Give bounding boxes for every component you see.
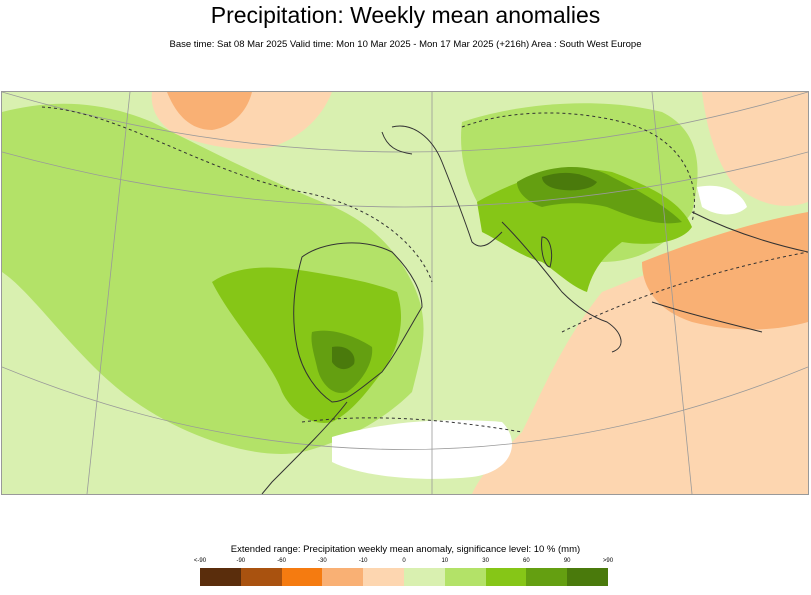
white-patch-ne — [697, 185, 747, 215]
legend-swatch — [200, 568, 242, 586]
legend-swatch — [567, 568, 609, 586]
legend-caption: Extended range: Precipitation weekly mea… — [230, 544, 581, 555]
legend-tick-label: 90 — [563, 558, 571, 564]
legend-swatch — [526, 568, 568, 586]
legend-tick-label: <-90 — [193, 558, 207, 564]
legend-tick-label: -90 — [236, 558, 246, 564]
legend-tick-label: 10 — [441, 558, 449, 564]
legend-tick-label: 60 — [523, 558, 530, 564]
orange-north-core — [167, 92, 252, 130]
map-subtitle: Base time: Sat 08 Mar 2025 Valid time: M… — [169, 39, 642, 50]
anomaly-map — [1, 91, 809, 495]
significance-contours — [41, 106, 808, 433]
legend-tick-label: 0 — [402, 558, 406, 564]
coastlines — [261, 125, 808, 494]
legend-tick-label: -10 — [358, 558, 368, 564]
darkest-green-alps — [542, 172, 597, 191]
legend-swatch — [363, 568, 405, 586]
legend-swatch — [240, 568, 283, 586]
legend-swatch — [404, 568, 446, 586]
map-title: Precipitation: Weekly mean anomalies — [210, 2, 601, 28]
legend-tick-label: -60 — [277, 558, 286, 564]
legend-swatch — [444, 568, 487, 586]
legend-tick-label: >90 — [602, 558, 614, 564]
legend-swatch — [322, 568, 364, 586]
darkest-green-gibraltar — [332, 346, 355, 370]
legend-swatch — [485, 568, 527, 586]
graticule — [2, 92, 808, 494]
legend-tick-label: 30 — [482, 558, 489, 564]
legend-colorbar — [200, 568, 609, 586]
orange-northeast — [702, 92, 808, 206]
legend-swatch — [281, 568, 323, 586]
legend-tick-label: -30 — [318, 558, 327, 564]
